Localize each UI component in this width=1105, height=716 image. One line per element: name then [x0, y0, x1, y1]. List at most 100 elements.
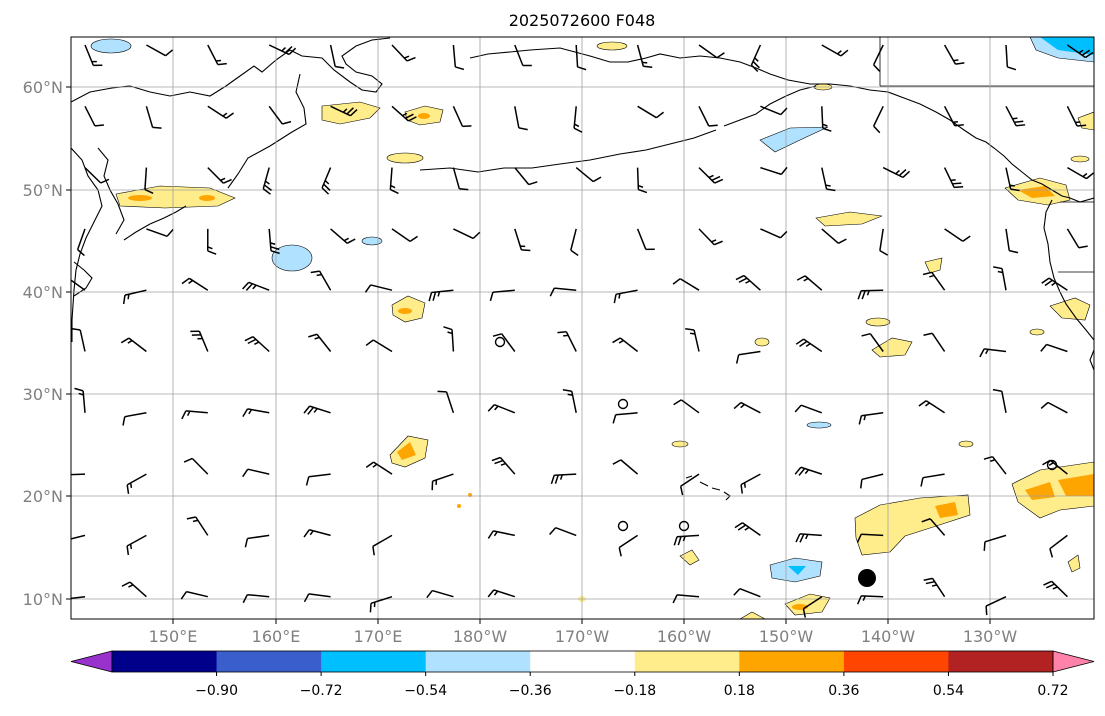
wind-barb	[685, 329, 699, 352]
lon-label: 130°W	[963, 627, 1018, 646]
calm-circle	[619, 400, 628, 409]
coastline-west-us	[1044, 200, 1094, 340]
wind-barb	[1050, 535, 1068, 557]
contour-patch	[597, 42, 627, 50]
colorbar-segment	[426, 651, 531, 672]
wind-barb	[734, 589, 761, 597]
wind-barb	[613, 338, 638, 352]
wind-barb	[304, 594, 330, 602]
coastline-alaska-pen	[724, 86, 816, 126]
wind-barb	[1006, 106, 1025, 126]
wind-barb	[574, 106, 582, 132]
wind-barb	[576, 45, 586, 70]
lat-label: 60°N	[23, 78, 63, 97]
calm-circle	[496, 338, 505, 347]
wind-barb	[269, 106, 291, 124]
wind-barb	[187, 517, 208, 535]
wind-barb	[874, 45, 884, 71]
colorbar-label: 0.36	[828, 683, 859, 699]
wind-barb	[736, 276, 760, 291]
wind-barb	[919, 401, 945, 413]
wind-barb	[190, 331, 207, 351]
wind-barb	[146, 106, 161, 128]
contour-patch	[418, 113, 430, 119]
wind-barb	[307, 474, 331, 485]
lat-label: 50°N	[23, 181, 63, 200]
colorbar-segment	[635, 651, 740, 672]
contour-patch	[740, 612, 765, 619]
wind-barb	[638, 168, 647, 193]
wind-barb	[1041, 344, 1068, 351]
wind-barb	[619, 535, 637, 556]
wind-barb	[182, 278, 208, 290]
lat-label: 40°N	[23, 283, 63, 302]
wind-barb	[1043, 581, 1067, 596]
lon-label: 160°W	[657, 627, 712, 646]
wind-barb	[488, 405, 515, 413]
lon-label: 180°W	[453, 627, 508, 646]
wind-barb	[924, 333, 945, 351]
coastline-okhotsk	[71, 148, 102, 342]
wind-barb	[795, 405, 822, 413]
colorbar-segment	[530, 651, 635, 672]
wind-barb	[432, 474, 453, 490]
contour-patch	[362, 237, 382, 245]
wind-barb	[443, 327, 453, 352]
wind-barb	[760, 167, 787, 174]
colorbar-extend-high	[1053, 651, 1094, 672]
wind-barb	[453, 106, 471, 126]
contour-patch	[1030, 329, 1044, 335]
lon-label: 150°W	[759, 627, 814, 646]
wind-barb	[673, 279, 699, 290]
wind-barb	[60, 277, 85, 290]
lon-label: 160°E	[252, 627, 301, 646]
wind-barb	[613, 460, 638, 474]
colorbar-label: −0.54	[404, 683, 447, 699]
wind-barb	[1006, 229, 1018, 253]
wind-barb	[550, 528, 577, 536]
coastline-chukotka	[470, 48, 1094, 202]
wind-barb	[245, 337, 269, 352]
contour-patch	[755, 338, 769, 346]
wind-barb	[797, 276, 822, 290]
wind-barb	[921, 474, 945, 486]
wind-barb	[373, 535, 392, 555]
contour-patch	[387, 153, 423, 163]
wind-barb	[923, 272, 945, 290]
wind-barb	[146, 45, 172, 56]
contour-patch	[672, 441, 688, 447]
wind-barb	[515, 229, 531, 251]
wind-barb	[576, 168, 601, 182]
wind-barb	[737, 352, 761, 364]
wind-barb	[245, 535, 269, 547]
contour-patch	[680, 550, 699, 565]
wind-barb	[208, 106, 234, 118]
contour-patch	[199, 195, 215, 201]
colorbar-segment	[217, 651, 322, 672]
wind-barb	[945, 229, 971, 241]
contour-patch	[1078, 112, 1094, 130]
wind-barb	[859, 413, 883, 425]
wind-barb	[986, 597, 1006, 615]
contour-patch	[1071, 156, 1089, 162]
colorbar-segment	[948, 651, 1053, 672]
colorbar-label: 0.54	[933, 683, 964, 699]
colorbar-label: 0.18	[724, 683, 755, 699]
wind-barb	[638, 106, 664, 117]
wind-barb	[146, 229, 173, 236]
wind-barb	[515, 106, 528, 129]
wind-barb	[1067, 229, 1087, 248]
map-figure: 2025072600 F048	[0, 0, 1105, 712]
wind-barb	[453, 168, 468, 190]
wind-barb	[551, 474, 576, 484]
wind-barb	[182, 411, 208, 419]
wind-barb	[1041, 402, 1067, 412]
wind-barb	[269, 45, 295, 54]
wind-barb	[427, 591, 454, 598]
coastline-sakhalin	[98, 148, 124, 234]
coastline-baja	[1090, 350, 1094, 370]
lat-label: 10°N	[23, 590, 63, 609]
wind-barb	[638, 45, 653, 67]
contour-patch	[760, 127, 828, 152]
